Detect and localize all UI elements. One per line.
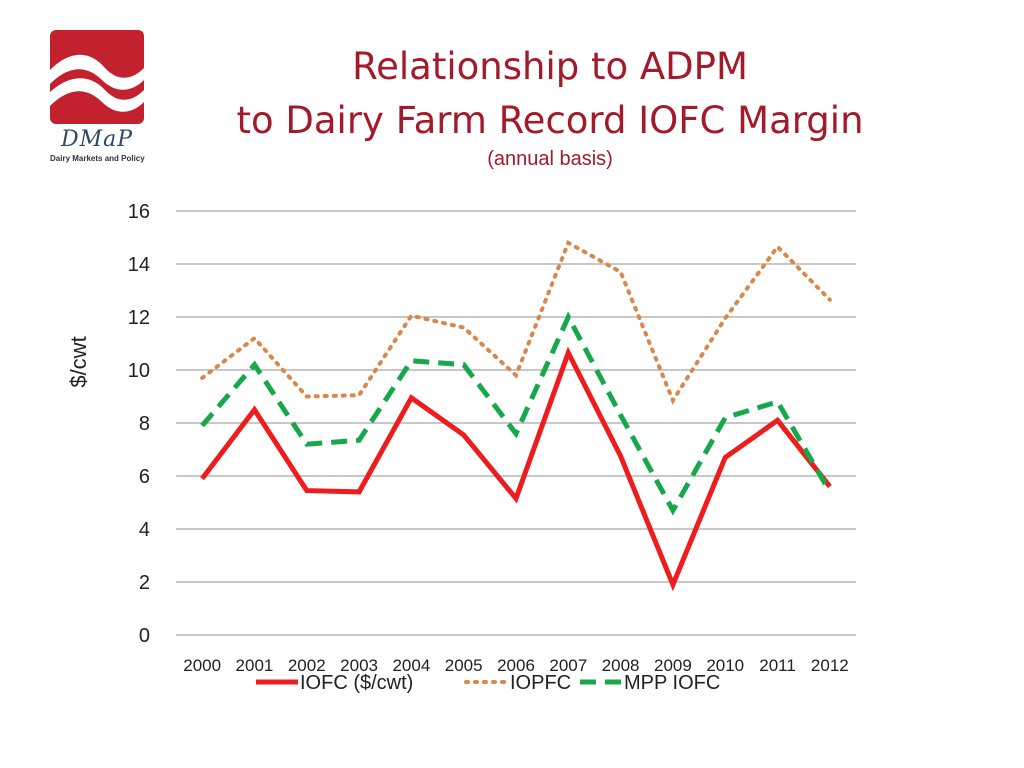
x-tick-label: 2004	[392, 656, 430, 675]
logo-badge	[50, 30, 144, 124]
x-tick-label: 2009	[654, 656, 692, 675]
chart-grid	[176, 210, 856, 636]
page-title: Relationship to ADPM to Dairy Farm Recor…	[0, 40, 1024, 148]
series-line-2	[200, 311, 833, 516]
title-line-1: Relationship to ADPM	[352, 45, 748, 88]
y-tick-label: 10	[128, 360, 150, 382]
y-axis-label: $/cwt	[66, 336, 91, 387]
x-tick-label: 2006	[497, 656, 535, 675]
y-tick-label: 6	[139, 466, 150, 488]
y-axis-ticks: 0 2 4 6 8 10 12 14 16	[128, 201, 150, 647]
y-tick-label: 16	[128, 201, 150, 223]
y-tick-label: 0	[139, 625, 150, 647]
x-tick-label: 2010	[706, 656, 744, 675]
x-tick-label: 2000	[183, 656, 221, 675]
chart-series	[200, 239, 833, 592]
chart-legend: IOFC ($/cwt) IOPFC MPP IOFC	[256, 672, 720, 694]
x-tick-label: 2003	[340, 656, 378, 675]
x-tick-label: 2008	[602, 656, 640, 675]
series-line-0	[200, 346, 832, 592]
page-subtitle: (annual basis)	[487, 148, 613, 170]
dmap-logo: DMaP Dairy Markets and Policy	[50, 30, 145, 165]
logo-wordmark: DMaP	[60, 127, 134, 152]
x-tick-label: 2011	[759, 656, 796, 675]
x-tick-label: 2012	[811, 656, 849, 675]
x-tick-label: 2002	[288, 656, 326, 675]
legend-label-0: IOFC ($/cwt)	[300, 672, 413, 694]
y-tick-label: 2	[139, 572, 150, 594]
y-tick-label: 8	[139, 413, 150, 435]
x-tick-label: 2001	[236, 656, 274, 675]
y-tick-label: 14	[128, 254, 150, 276]
title-line-2: to Dairy Farm Record IOFC Margin	[236, 99, 864, 142]
x-tick-label: 2007	[549, 656, 587, 675]
series-line-1	[200, 239, 832, 405]
y-tick-label: 4	[139, 519, 150, 541]
legend-label-2: MPP IOFC	[624, 672, 720, 694]
logo-tagline: Dairy Markets and Policy	[50, 154, 145, 163]
x-axis-ticks: 2000 2001 2002 2003 2004 2005 2006 2007 2008 2009…	[183, 656, 849, 675]
legend-label-1: IOPFC	[510, 672, 571, 694]
x-tick-label: 2005	[445, 656, 483, 675]
y-tick-label: 12	[128, 307, 150, 329]
wave-icon	[50, 54, 144, 112]
